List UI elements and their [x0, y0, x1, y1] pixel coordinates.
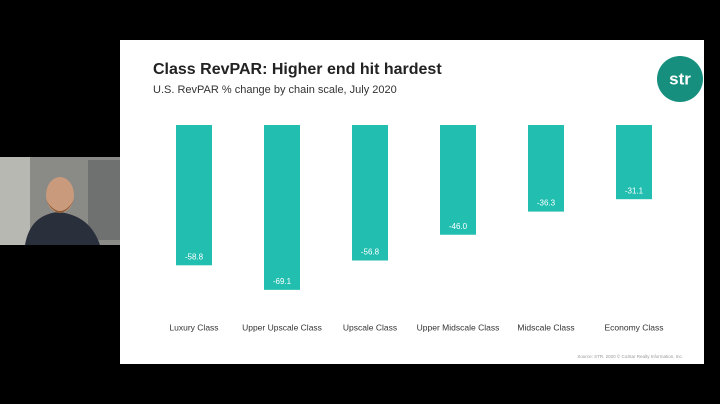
bar [352, 125, 388, 261]
x-tick-label: Luxury Class [169, 322, 218, 332]
webcam-wall [0, 157, 30, 245]
bar-value-label: -36.3 [537, 199, 556, 208]
webcam-person-body [25, 212, 100, 245]
x-tick-label: Midscale Class [517, 322, 574, 332]
slide [120, 40, 704, 364]
bar-value-label: -46.0 [449, 222, 468, 231]
bar-value-label: -58.8 [185, 252, 204, 261]
chart-title: Class RevPAR: Higher end hit hardest [153, 61, 442, 78]
x-tick-label: Economy Class [604, 322, 663, 332]
bar [264, 125, 300, 290]
x-tick-label: Upscale Class [343, 322, 397, 332]
bar [176, 125, 212, 266]
webcam-person-head [46, 177, 74, 213]
logo-text: str [669, 69, 691, 88]
bar [440, 125, 476, 235]
x-tick-label: Upper Midscale Class [417, 322, 500, 332]
x-tick-label: Upper Upscale Class [242, 322, 322, 332]
webcam-door [88, 160, 120, 240]
bar [616, 125, 652, 200]
bar-value-label: -56.8 [361, 248, 380, 257]
logo-badge [657, 56, 703, 102]
bar-value-label: -69.1 [273, 277, 292, 286]
webcam-video [0, 157, 120, 245]
bar [528, 125, 564, 212]
chart-subtitle: U.S. RevPAR % change by chain scale, Jul… [153, 84, 397, 96]
bar-value-label: -31.1 [625, 186, 644, 195]
source-note: Source: STR. 2020 © CoStar Realty Inform… [577, 353, 683, 359]
